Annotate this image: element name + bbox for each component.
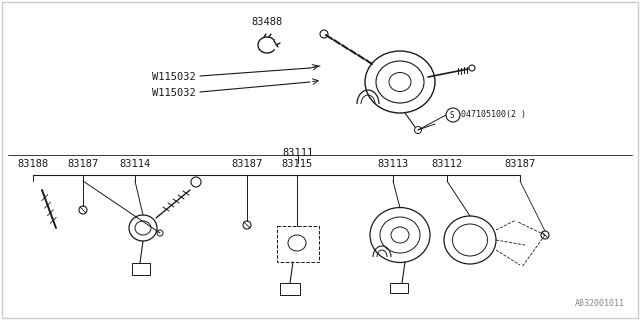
Text: W115032: W115032 bbox=[152, 72, 196, 82]
Text: 83488: 83488 bbox=[252, 17, 283, 27]
Bar bbox=[280, 283, 300, 295]
Text: A832001011: A832001011 bbox=[575, 299, 625, 308]
Text: 83187: 83187 bbox=[67, 159, 99, 169]
Text: 83187: 83187 bbox=[504, 159, 536, 169]
Text: 83187: 83187 bbox=[232, 159, 262, 169]
Text: 83188: 83188 bbox=[17, 159, 49, 169]
Text: 83115: 83115 bbox=[282, 159, 312, 169]
Text: 047105100(2 ): 047105100(2 ) bbox=[461, 110, 526, 119]
Text: W115032: W115032 bbox=[152, 88, 196, 98]
Text: S: S bbox=[450, 110, 454, 119]
Text: 83111: 83111 bbox=[282, 148, 314, 158]
Text: 83113: 83113 bbox=[378, 159, 408, 169]
Bar bbox=[390, 283, 408, 293]
Bar bbox=[132, 263, 150, 275]
Text: 83112: 83112 bbox=[431, 159, 463, 169]
Text: 83114: 83114 bbox=[120, 159, 150, 169]
Bar bbox=[277, 226, 319, 262]
